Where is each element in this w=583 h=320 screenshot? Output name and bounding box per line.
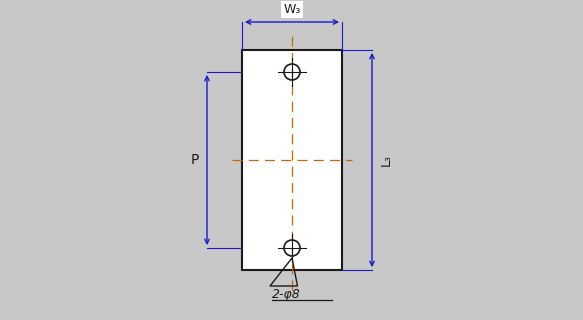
Text: 2-φ8: 2-φ8 xyxy=(272,288,301,301)
Bar xyxy=(242,50,342,270)
Text: W₃: W₃ xyxy=(283,3,301,16)
Text: L₃: L₃ xyxy=(380,154,393,166)
Text: P: P xyxy=(191,153,199,167)
Bar xyxy=(155,5,430,315)
